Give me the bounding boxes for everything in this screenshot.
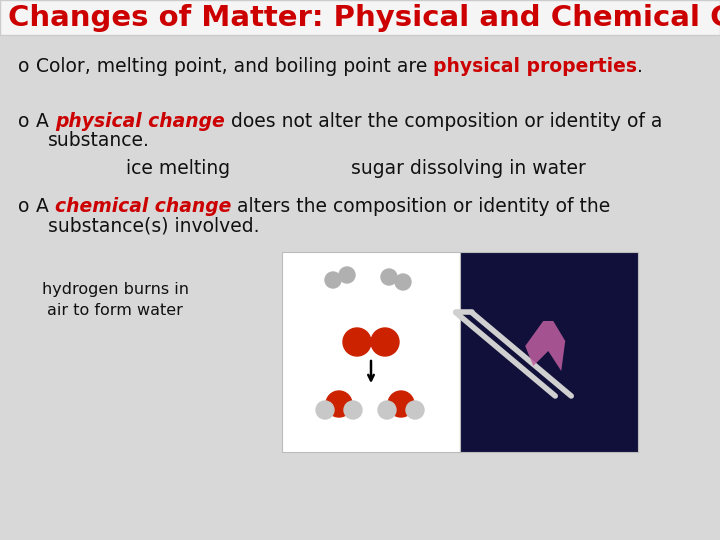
Text: substance.: substance. <box>48 131 150 150</box>
Text: physical change: physical change <box>55 112 225 131</box>
Circle shape <box>316 401 334 419</box>
Circle shape <box>406 401 424 419</box>
FancyBboxPatch shape <box>460 252 638 452</box>
Polygon shape <box>526 321 565 371</box>
Circle shape <box>371 328 399 356</box>
FancyBboxPatch shape <box>282 252 460 452</box>
Circle shape <box>388 391 414 417</box>
Circle shape <box>344 401 362 419</box>
FancyBboxPatch shape <box>0 0 720 35</box>
Text: alters the composition or identity of the: alters the composition or identity of th… <box>231 197 611 216</box>
Circle shape <box>343 328 371 356</box>
Text: physical properties: physical properties <box>433 57 637 76</box>
Text: .: . <box>637 57 643 76</box>
Circle shape <box>326 391 352 417</box>
Text: o: o <box>18 197 30 216</box>
Text: Color, melting point, and boiling point are: Color, melting point, and boiling point … <box>36 57 433 76</box>
Text: substance(s) involved.: substance(s) involved. <box>48 216 259 235</box>
Circle shape <box>339 267 355 283</box>
Text: ice melting: ice melting <box>126 159 230 178</box>
Text: o: o <box>18 112 30 131</box>
Text: o: o <box>18 57 30 76</box>
Circle shape <box>378 401 396 419</box>
Text: Changes of Matter: Physical and Chemical Ch: Changes of Matter: Physical and Chemical… <box>8 4 720 32</box>
Text: does not alter the composition or identity of a: does not alter the composition or identi… <box>225 112 662 131</box>
Circle shape <box>381 269 397 285</box>
Circle shape <box>395 274 411 290</box>
Circle shape <box>325 272 341 288</box>
Text: sugar dissolving in water: sugar dissolving in water <box>351 159 585 178</box>
Text: hydrogen burns in
air to form water: hydrogen burns in air to form water <box>42 282 189 318</box>
Text: A: A <box>36 112 55 131</box>
Text: chemical change: chemical change <box>55 197 231 216</box>
Text: A: A <box>36 197 55 216</box>
